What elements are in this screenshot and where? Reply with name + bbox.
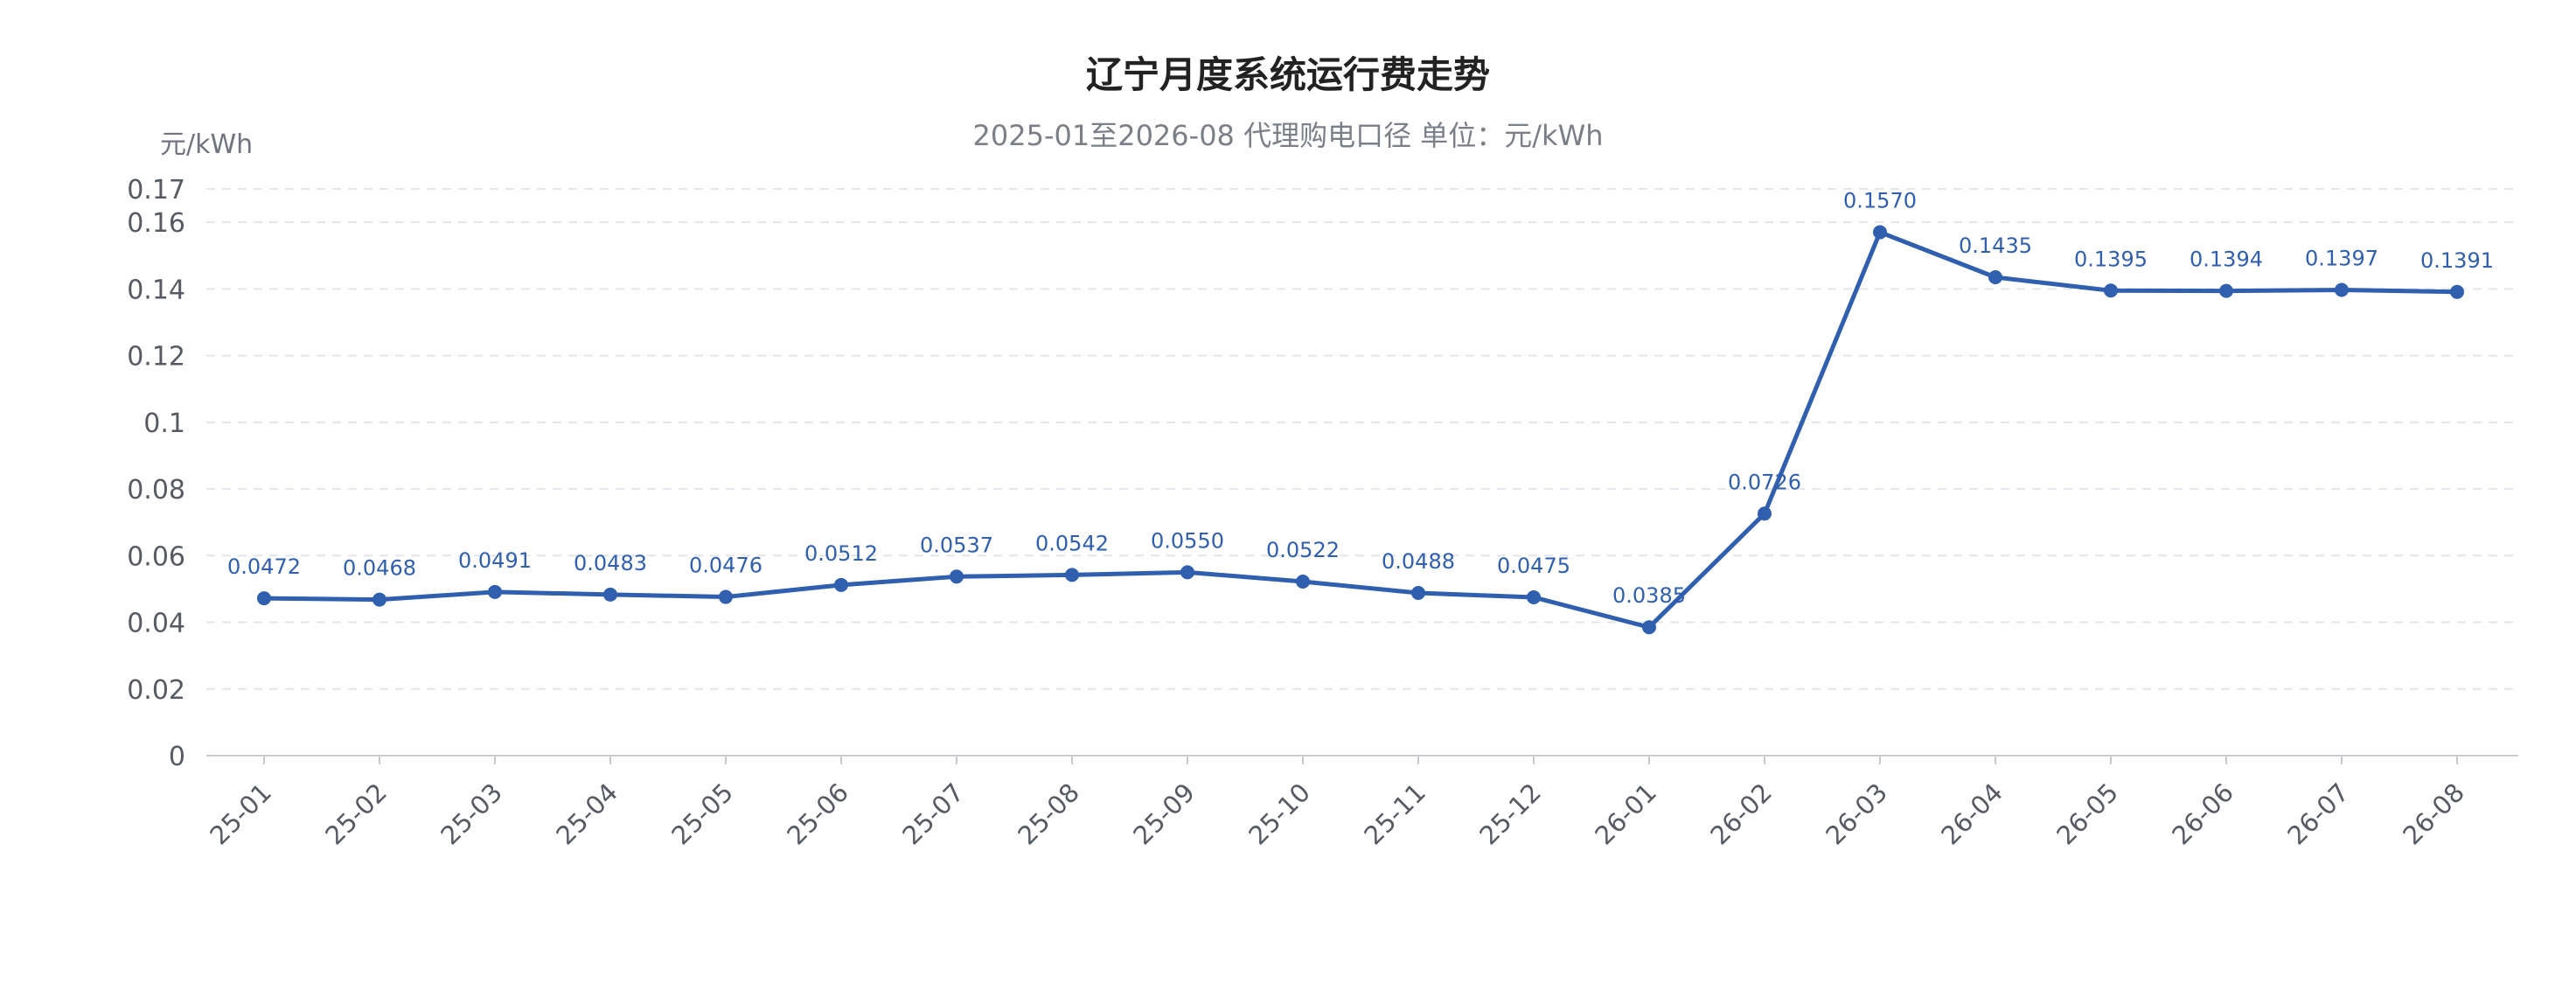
data-point [1296, 575, 1310, 589]
y-tick-label: 0.04 [127, 609, 185, 639]
y-tick-label: 0.02 [127, 675, 185, 706]
data-label: 0.1570 [1843, 189, 1917, 213]
chart-subtitle: 2025-01至2026-08 代理购电口径 单位：元/kWh [972, 119, 1604, 152]
x-tick-label: 25-04 [550, 777, 623, 851]
x-tick-label: 25-12 [1473, 777, 1547, 851]
x-tick-label: 26-07 [2281, 777, 2355, 851]
data-label: 0.0472 [227, 554, 301, 579]
data-label: 0.0491 [458, 548, 532, 573]
data-label: 0.1397 [2305, 246, 2378, 270]
x-tick-label: 26-05 [2050, 777, 2124, 851]
data-label: 0.1391 [2420, 248, 2494, 273]
data-point [2104, 283, 2118, 298]
data-label: 0.0542 [1035, 531, 1109, 555]
data-point [1411, 585, 1425, 600]
data-point [950, 569, 964, 584]
data-point [1180, 565, 1194, 580]
x-tick-label: 25-03 [435, 777, 508, 851]
x-tick-label: 25-09 [1127, 777, 1201, 851]
x-tick-label: 25-05 [665, 777, 739, 851]
y-tick-label: 0.14 [127, 275, 185, 305]
x-tick-label: 26-06 [2166, 777, 2239, 851]
data-label: 0.0550 [1151, 528, 1224, 553]
data-label: 0.0726 [1728, 470, 1801, 494]
data-point [372, 592, 386, 607]
y-tick-label: 0.17 [127, 175, 185, 206]
y-tick-label: 0.12 [127, 342, 185, 373]
data-point [257, 591, 271, 606]
data-label: 0.1435 [1959, 234, 2032, 258]
data-label: 0.0468 [343, 556, 416, 581]
x-tick-label: 25-01 [204, 777, 277, 851]
data-point [488, 584, 502, 599]
data-point [1065, 568, 1079, 582]
x-tick-label: 26-02 [1704, 777, 1778, 851]
chart-title: 辽宁月度系统运行费走势 [1085, 53, 1490, 96]
data-label: 0.1395 [2074, 247, 2148, 271]
data-label: 0.0537 [920, 533, 993, 557]
x-tick-label: 25-06 [781, 777, 854, 851]
x-tick-label: 25-10 [1243, 777, 1316, 851]
x-tick-label: 26-08 [2397, 777, 2470, 851]
data-label: 0.1394 [2190, 248, 2263, 272]
data-label: 0.0488 [1382, 549, 1455, 574]
data-label: 0.0385 [1612, 583, 1686, 608]
x-tick-label: 26-03 [1820, 777, 1893, 851]
x-tick-label: 25-02 [319, 777, 393, 851]
data-point [2219, 283, 2233, 298]
data-point [2335, 282, 2349, 297]
data-label: 0.0483 [574, 551, 647, 575]
data-point [1758, 506, 1772, 521]
y-tick-label: 0.16 [127, 208, 185, 239]
y-tick-label: 0.1 [143, 408, 185, 439]
data-label: 0.0522 [1266, 538, 1340, 562]
series-line [263, 230, 2458, 630]
x-tick-label: 25-08 [1012, 777, 1085, 851]
x-tick-label: 25-11 [1358, 777, 1431, 851]
data-point [603, 587, 617, 602]
data-point [719, 589, 733, 604]
y-axis-unit-label: 元/kWh [160, 129, 254, 160]
data-point [1988, 270, 2002, 285]
data-point [1642, 620, 1656, 635]
y-tick-label: 0 [169, 742, 185, 772]
data-point [1527, 589, 1541, 604]
x-tick-label: 26-04 [1935, 777, 2009, 851]
x-tick-label: 26-01 [1589, 777, 1662, 851]
data-point [834, 577, 848, 592]
data-label: 0.0476 [689, 554, 762, 578]
data-label: 0.0512 [804, 541, 878, 566]
x-tick-label: 25-07 [896, 777, 970, 851]
data-label: 0.0475 [1497, 554, 1570, 578]
data-point [1873, 225, 1887, 240]
y-tick-label: 0.08 [127, 475, 185, 505]
y-tick-label: 0.06 [127, 541, 185, 572]
data-point [2450, 284, 2464, 299]
